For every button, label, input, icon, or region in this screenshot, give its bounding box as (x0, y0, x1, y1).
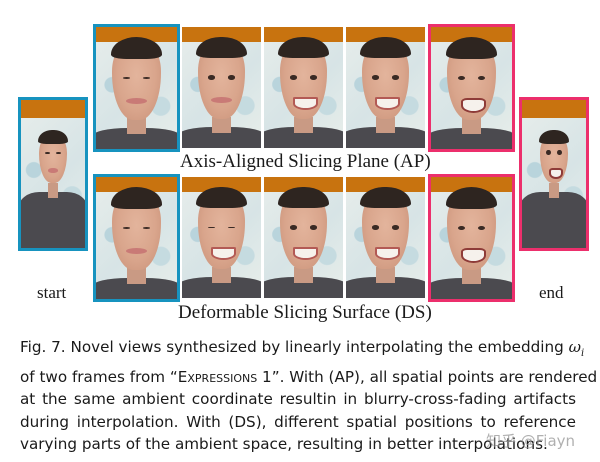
ds-frame-3 (264, 177, 343, 298)
caption-line-3: at the same ambient coordinate resultin … (20, 390, 576, 409)
end-frame-image (519, 97, 589, 251)
omega-symbol: ω (568, 338, 582, 356)
ds-frame-2 (182, 177, 261, 298)
caption-line-1: Fig. 7. Novel views synthesized by linea… (20, 338, 585, 360)
caption-line-4: during interpolation. With (DS), differe… (20, 412, 576, 431)
ap-frame-1 (93, 24, 180, 152)
caption-line-5: varying parts of the ambient space, resu… (20, 435, 548, 454)
ap-frame-3 (264, 27, 343, 148)
watermark: 知乎 @Fiayn (486, 432, 576, 450)
ap-row-label: Axis-Aligned Slicing Plane (AP) (180, 151, 431, 172)
start-label: start (37, 283, 67, 302)
start-frame-image (18, 97, 88, 251)
ds-frame-5 (428, 174, 515, 302)
ap-frame-5 (428, 24, 515, 152)
ds-frame-1 (93, 174, 180, 302)
photo-end (522, 100, 586, 248)
ap-frame-2 (182, 27, 261, 148)
dataset-name: Expressions 1 (177, 367, 272, 386)
ap-frame-4 (346, 27, 425, 148)
photo-start (21, 100, 85, 248)
end-label: end (539, 283, 564, 302)
figure-caption: Fig. 7. Novel views synthesized by linea… (20, 336, 598, 456)
ds-frame-4 (346, 177, 425, 298)
caption-line-2: of two frames from “Expressions 1”. With… (20, 367, 598, 386)
ds-row-label: Deformable Slicing Surface (DS) (178, 302, 432, 323)
